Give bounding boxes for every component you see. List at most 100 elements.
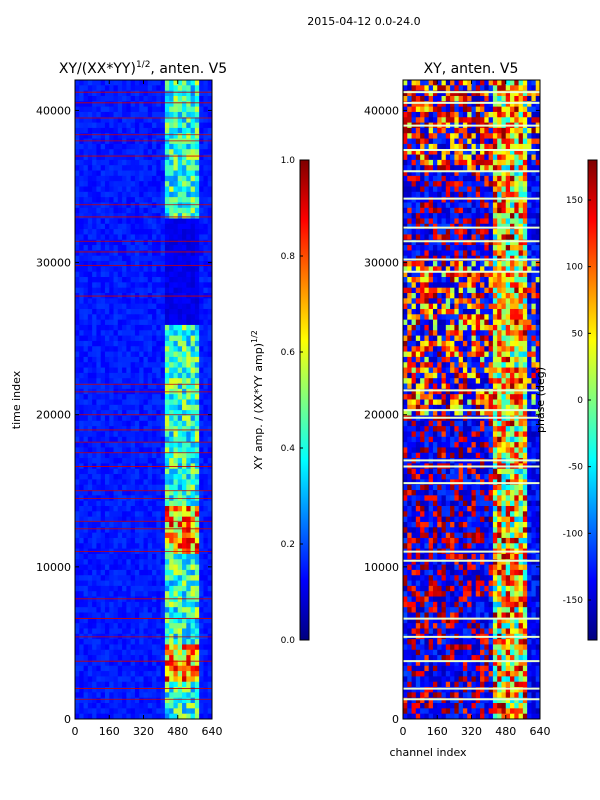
left-heatmap-cell: [182, 649, 187, 656]
left-heatmap-cell: [194, 245, 200, 251]
left-heatmap-cell: [75, 245, 80, 251]
right-heatmap-cell: [497, 186, 502, 193]
left-heatmap-cell: [134, 138, 140, 145]
left-heatmap-cell: [139, 628, 144, 635]
left-heatmap-cell: [92, 95, 97, 102]
left-heatmap-cell: [100, 261, 106, 267]
left-heatmap-cell: [194, 218, 200, 225]
left-heatmap-cell: [169, 426, 174, 432]
left-heatmap-cell: [177, 484, 183, 491]
left-heatmap-cell: [109, 362, 114, 368]
left-heatmap-cell: [199, 261, 204, 267]
left-heatmap-cell: [177, 255, 183, 262]
left-heatmap-cell: [182, 80, 187, 86]
right-heatmap-cell: [505, 149, 511, 155]
left-heatmap-cell: [96, 442, 102, 448]
left-heatmap-cell: [83, 484, 89, 491]
right-heatmap-cell: [407, 117, 412, 124]
left-heatmap-cell: [143, 335, 149, 342]
left-heatmap-cell: [194, 484, 200, 491]
left-heatmap-cell: [147, 90, 153, 97]
left-heatmap-cell: [113, 431, 119, 438]
left-heatmap-cell: [139, 271, 144, 278]
left-heatmap-cell: [199, 351, 204, 358]
left-heatmap-cell: [126, 165, 132, 171]
left-heatmap-cell: [147, 676, 153, 683]
left-heatmap-cell: [143, 681, 149, 688]
left-heatmap-cell: [79, 133, 84, 139]
right-heatmap-cell: [450, 95, 455, 102]
left-heatmap-cell: [117, 468, 123, 475]
left-heatmap-cell: [143, 213, 149, 219]
left-heatmap-cell: [130, 617, 136, 624]
left-heatmap-cell: [177, 410, 183, 416]
left-heatmap-cell: [152, 90, 157, 97]
left-heatmap-cell: [139, 500, 144, 507]
left-heatmap-cell: [134, 266, 140, 273]
left-heatmap-cell: [104, 340, 110, 347]
right-heatmap-cell: [462, 186, 468, 193]
right-heatmap-cell: [501, 80, 507, 86]
right-heatmap-cell: [420, 202, 425, 209]
left-heatmap-cell: [109, 559, 114, 565]
left-heatmap-cell: [104, 197, 110, 203]
left-heatmap-cell: [152, 671, 157, 677]
left-heatmap-cell: [207, 106, 212, 113]
left-heatmap-cell: [147, 101, 153, 108]
left-heatmap-cell: [177, 149, 183, 155]
left-heatmap-cell: [173, 372, 179, 379]
left-heatmap-cell: [173, 351, 179, 358]
right-heatmap-cell: [437, 133, 442, 139]
left-heatmap-cell: [147, 537, 153, 544]
right-heatmap-cell: [505, 143, 511, 150]
left-heatmap-cell: [79, 207, 84, 214]
left-heatmap-cell: [96, 516, 102, 523]
left-heatmap-cell: [152, 277, 157, 283]
right-heatmap-cell: [415, 111, 421, 118]
left-heatmap-cell: [156, 218, 162, 225]
left-heatmap-cell: [143, 362, 149, 368]
left-heatmap-cell: [169, 415, 174, 422]
right-heatmap-cell: [424, 239, 430, 246]
right-heatmap-cell: [407, 106, 412, 113]
right-heatmap-cell: [420, 138, 425, 145]
left-heatmap-cell: [190, 170, 196, 177]
right-heatmap-cell: [437, 181, 442, 187]
left-heatmap-cell: [186, 229, 191, 235]
left-heatmap-cell: [143, 532, 149, 539]
left-heatmap-cell: [190, 697, 196, 704]
left-heatmap-cell: [113, 378, 119, 384]
right-heatmap-cell: [488, 80, 494, 86]
left-heatmap-cell: [177, 218, 183, 225]
left-heatmap-cell: [122, 277, 127, 283]
right-heatmap-cell: [488, 101, 494, 108]
left-heatmap-cell: [100, 138, 106, 145]
left-heatmap-cell: [79, 436, 84, 443]
left-heatmap-cell: [147, 197, 153, 203]
left-heatmap-cell: [194, 229, 200, 235]
left-heatmap-cell: [169, 80, 174, 86]
right-heatmap-cell: [535, 191, 540, 198]
right-heatmap-cell: [480, 186, 485, 193]
left-heatmap-cell: [194, 713, 200, 719]
left-heatmap-cell: [143, 122, 149, 129]
left-heatmap-cell: [130, 474, 136, 480]
left-heatmap-cell: [100, 639, 106, 645]
left-heatmap-cell: [83, 490, 89, 496]
left-heatmap-cell: [139, 484, 144, 491]
left-heatmap-cell: [203, 330, 209, 336]
right-heatmap-cell: [510, 207, 515, 214]
left-heatmap-cell: [186, 676, 191, 683]
left-heatmap-cell: [190, 319, 196, 326]
left-heatmap-cell: [186, 617, 191, 624]
left-heatmap-cell: [83, 431, 89, 438]
left-heatmap-cell: [160, 159, 166, 166]
left-heatmap-cell: [87, 580, 93, 587]
left-heatmap-cell: [199, 697, 204, 704]
left-heatmap-cell: [194, 452, 200, 459]
right-heatmap-cell: [522, 85, 528, 92]
left-heatmap-cell: [113, 367, 119, 374]
left-heatmap-cell: [113, 660, 119, 667]
left-heatmap-cell: [173, 122, 179, 129]
left-heatmap-cell: [160, 101, 166, 108]
